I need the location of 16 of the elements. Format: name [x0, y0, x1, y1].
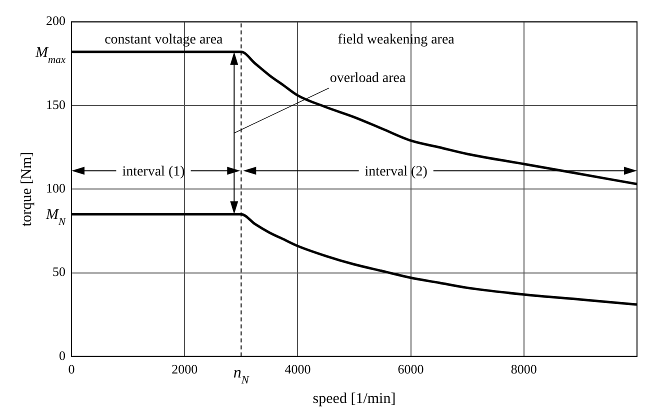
x-tick-label: 4000: [284, 362, 311, 377]
y-tick-label: 100: [46, 180, 66, 196]
y-tick-label: M$_{max}$: [34, 44, 66, 66]
y-tick-label: 200: [46, 13, 66, 28]
y-tick-label: 0: [59, 348, 66, 363]
x-tick-label: 6000: [398, 362, 424, 377]
annotation: overload area: [330, 71, 406, 86]
annotation: interval (2): [364, 164, 428, 180]
y-axis-title: torque [Nm]: [18, 152, 35, 226]
x-tick-label: 8000: [510, 362, 537, 377]
y-tick-label: 50: [52, 264, 66, 280]
x-axis-title: speed [1/min]: [312, 390, 396, 407]
x-tick-label: 2000: [172, 362, 198, 377]
y-tick-label: M$_{N}$: [44, 207, 66, 228]
ref-line-label: n$_{N}$: [233, 364, 250, 386]
y-tick-label: 150: [46, 96, 66, 112]
